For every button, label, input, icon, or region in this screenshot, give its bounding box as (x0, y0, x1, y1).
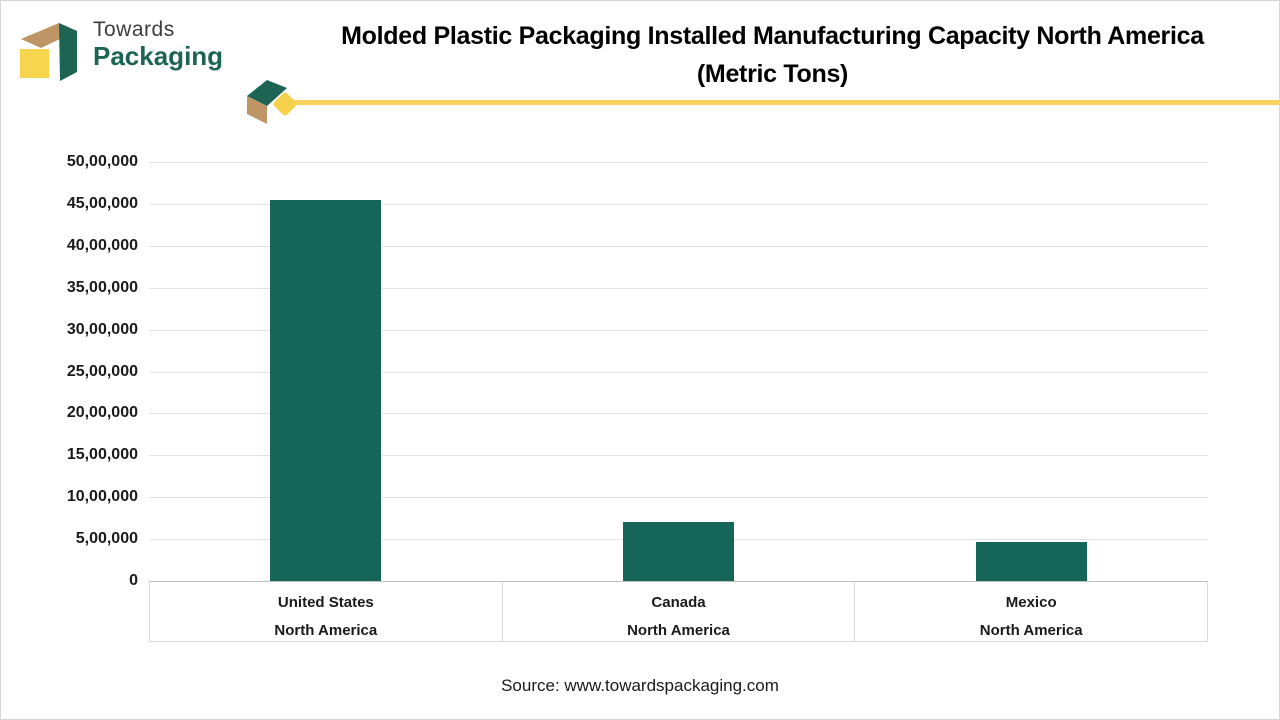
plot-area: 0 5,00,000 10,00,000 15,00,000 20,00,000 25,0… (67, 153, 1208, 589)
x-category-cell: United States North America (150, 582, 502, 641)
y-axis-tick-label: 45,00,000 (66, 194, 138, 212)
y-axis-tick-label: 40,00,000 (66, 236, 138, 254)
gridline (149, 455, 1208, 457)
y-axis-tick-label: 30,00,000 (66, 320, 138, 338)
y-axis-tick-label: 5,00,000 (75, 530, 138, 548)
category-label: Mexico (1005, 594, 1057, 611)
logo-box-front-face (20, 49, 49, 78)
gridline (149, 371, 1208, 373)
gridline (149, 497, 1208, 499)
x-axis-band: United States North America Canada North Am… (149, 581, 1208, 642)
title-accent-rule (284, 100, 1279, 105)
y-axis-tick-label: 20,00,000 (66, 404, 138, 422)
category-label: United States (277, 594, 374, 611)
gridline (149, 245, 1208, 247)
chart-title-line1: Molded Plastic Packaging Installed Manuf… (341, 22, 1204, 50)
y-axis-tick-label: 15,00,000 (66, 446, 138, 464)
bar-united-states (270, 199, 381, 581)
gridline (149, 287, 1208, 289)
logo-brand-towards: Towards (93, 18, 175, 41)
chevron-green-face (247, 80, 287, 106)
x-category-cell: Mexico North America (854, 582, 1207, 641)
y-axis-tick-label: 50,00,000 (66, 153, 138, 170)
gridline (149, 329, 1208, 331)
logo-box-side-face (59, 23, 77, 81)
category-label: Canada (651, 594, 706, 611)
category-group-label: North America (627, 622, 730, 639)
y-axis-tick-label: 35,00,000 (66, 278, 138, 296)
gridline (149, 413, 1208, 415)
chevron-ornament-icon (247, 80, 297, 124)
y-axis-tick-label: 0 (129, 572, 138, 589)
x-category-cell: Canada North America (501, 582, 855, 641)
bar-mexico (976, 541, 1087, 581)
category-group-label: North America (979, 622, 1083, 639)
y-axis-tick-label: 10,00,000 (66, 488, 138, 506)
y-axis-tick-label: 25,00,000 (66, 362, 138, 380)
gridline (149, 203, 1208, 205)
category-group-label: North America (274, 622, 378, 639)
logo: Towards Packaging (93, 18, 223, 70)
source-text: Source: www.towardspackaging.com (501, 676, 779, 695)
chevron-tan-face (247, 96, 267, 124)
logo-box-icon (20, 23, 77, 81)
gridline (149, 162, 1208, 163)
bar-canada (623, 522, 734, 581)
chevron-yellow-diamond (273, 92, 297, 116)
chart-title: Molded Plastic Packaging Installed Manuf… (271, 17, 1274, 93)
logo-brand-packaging: Packaging (93, 41, 224, 71)
chart-title-line2: (Metric Tons) (696, 60, 849, 88)
